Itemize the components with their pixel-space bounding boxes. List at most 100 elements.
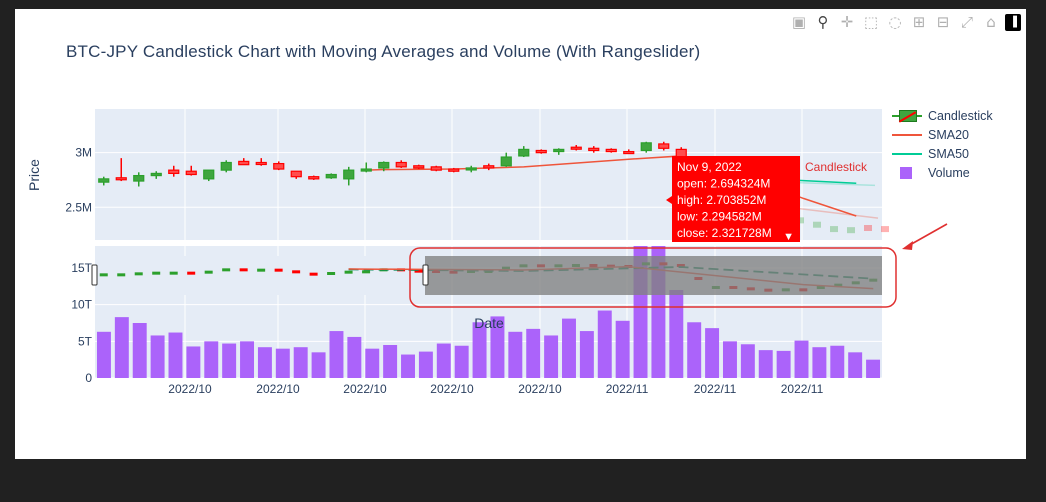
candle-body <box>465 167 477 171</box>
volume-bar <box>615 320 630 378</box>
volume-bar <box>347 336 362 378</box>
candlestick-candle <box>133 172 145 187</box>
rangeslider-candle <box>309 272 318 276</box>
volume-bar <box>687 322 702 378</box>
candle-body <box>640 142 652 152</box>
candle-body <box>150 172 162 177</box>
candle-body <box>518 148 530 157</box>
rangeslider-right-handle[interactable] <box>422 264 429 286</box>
candlestick-candle <box>465 165 477 173</box>
candle-body <box>203 169 215 180</box>
candle-body <box>535 149 547 154</box>
volume-bar <box>526 328 541 378</box>
candlestick-candle <box>220 160 232 173</box>
candlestick-candle <box>395 160 407 168</box>
candle-body <box>273 162 285 170</box>
candlestick-candle <box>255 158 267 166</box>
rangeslider-candle <box>117 273 126 277</box>
legend-symbol-candle-icon <box>890 109 924 123</box>
candlestick-candle <box>185 165 197 176</box>
x-tick-label: 2022/10 <box>518 382 562 396</box>
volume-tick-label: 5T <box>78 334 93 348</box>
volume-bar <box>472 322 487 378</box>
volume-bar <box>866 359 881 378</box>
candle-body <box>168 169 180 175</box>
rangeslider-candle <box>169 271 178 275</box>
modebar: ▣ ⚲ ✛ ⬚ ◌ ⊞ ⊟ ⤢ ⌂ ▐ <box>789 12 1021 32</box>
legend-item-sma20[interactable]: SMA20 <box>890 125 993 144</box>
candle-body <box>185 170 197 176</box>
camera-icon[interactable]: ▣ <box>791 13 807 31</box>
candle-body <box>658 143 670 149</box>
candle-body <box>395 161 407 168</box>
tooltip-open: open: 2.694324M <box>677 177 770 191</box>
price-axis-title: Price <box>26 159 42 191</box>
pan-icon[interactable]: ✛ <box>840 13 854 31</box>
volume-bar <box>812 347 827 378</box>
volume-bar <box>848 352 863 378</box>
volume-bar <box>776 350 791 378</box>
volume-bar <box>705 328 720 378</box>
legend-label: SMA20 <box>928 127 969 142</box>
legend-item-sma50[interactable]: SMA50 <box>890 144 993 163</box>
candlestick-candle <box>98 176 110 186</box>
legend: Candlestick SMA20 SMA50 Volume <box>890 106 993 182</box>
zoom-out-icon[interactable]: ⊟ <box>936 13 950 31</box>
volume-bar <box>508 331 523 378</box>
candle-body <box>308 176 320 180</box>
candlestick-candle <box>570 145 582 151</box>
reset-axes-icon[interactable]: ⌂ <box>986 13 996 31</box>
x-tick-label: 2022/10 <box>168 382 212 396</box>
candle-body <box>413 165 425 169</box>
legend-item-candlestick[interactable]: Candlestick <box>890 106 993 125</box>
autoscale-icon[interactable]: ⤢ <box>960 13 973 31</box>
box-select-icon[interactable]: ⬚ <box>863 13 879 31</box>
volume-bar <box>722 341 737 378</box>
volume-bar <box>329 331 344 378</box>
candlestick-candle <box>150 171 162 179</box>
candlestick-candle <box>640 141 652 153</box>
volume-bar <box>150 335 165 378</box>
legend-item-volume[interactable]: Volume <box>890 163 993 182</box>
candlestick-candle <box>290 170 302 179</box>
volume-bar <box>132 323 147 378</box>
chart-title: BTC-JPY Candlestick Chart with Moving Av… <box>66 42 701 61</box>
candle-body <box>115 177 127 181</box>
candle-body <box>570 146 582 150</box>
zoom-in-icon[interactable]: ⊞ <box>912 13 926 31</box>
candlestick-candle <box>343 166 355 186</box>
rangeslider-candle <box>344 270 353 274</box>
candle-body <box>360 168 372 172</box>
candlestick-hover-label: Candlestick <box>805 160 868 174</box>
rangeslider-left-handle[interactable] <box>91 264 98 286</box>
lasso-icon[interactable]: ◌ <box>888 13 902 31</box>
candlestick-candle <box>308 175 320 180</box>
candlestick-candle <box>325 173 337 179</box>
candlestick-candle <box>535 149 547 154</box>
volume-bar <box>454 345 469 378</box>
rangeslider-candle <box>327 272 336 275</box>
volume-bar <box>168 332 183 378</box>
rangeslider-candle <box>362 270 371 274</box>
hover-tooltip-pointer <box>666 196 672 204</box>
volume-bar <box>275 348 290 378</box>
volume-bar <box>490 316 505 378</box>
volume-bar <box>186 346 201 378</box>
candle-body <box>343 169 355 180</box>
hover-tooltip-box <box>672 156 800 242</box>
legend-symbol-box-icon <box>890 166 924 180</box>
volume-bar <box>579 331 594 378</box>
plotly-logo-icon[interactable]: ▐ <box>1005 13 1021 31</box>
price-tick-label: 3M <box>75 146 92 160</box>
volume-bar <box>293 347 308 378</box>
volume-bar <box>204 341 219 378</box>
volume-tick-label: 10T <box>71 298 92 312</box>
volume-bar <box>544 335 559 378</box>
volume-bar <box>114 317 129 378</box>
rangeslider-candle <box>257 268 266 272</box>
zoom-icon[interactable]: ⚲ <box>817 13 829 31</box>
candle-body <box>553 148 565 153</box>
candlestick-candle <box>115 158 127 182</box>
volume-tick-label: 0 <box>85 371 92 385</box>
